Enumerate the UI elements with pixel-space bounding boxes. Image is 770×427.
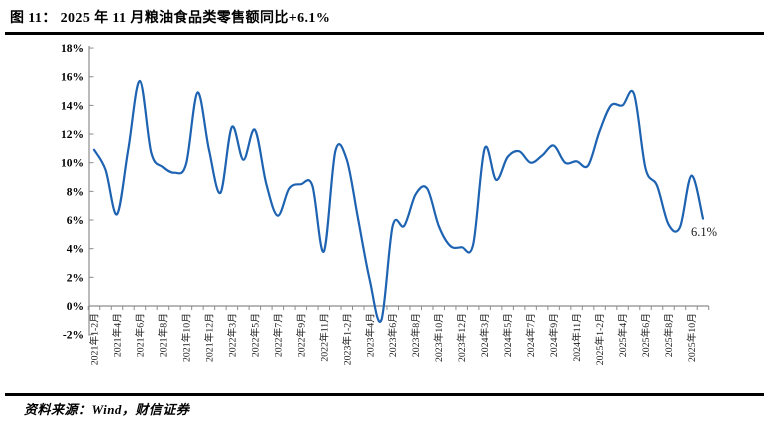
y-tick-label: 18%	[61, 43, 84, 55]
y-tick-label: 0%	[67, 301, 84, 313]
last-value-label: 6.1%	[691, 225, 717, 239]
x-tick-label: 2022年9月	[294, 313, 307, 357]
footer-rule	[5, 393, 764, 396]
series-line	[92, 79, 705, 323]
x-tick-label: 2023年6月	[386, 313, 399, 357]
x-tick-label: 2024年9月	[547, 313, 560, 357]
x-tick-label: 2023年1-2月	[340, 313, 353, 365]
x-tick-label: 2021年12月	[202, 313, 215, 362]
y-tick-label: 12%	[61, 129, 84, 141]
y-tick-label: 8%	[67, 186, 84, 198]
title-rule	[5, 32, 764, 35]
x-tick-label: 2022年7月	[271, 313, 284, 357]
y-tick-label: 6%	[67, 215, 84, 227]
x-tick-label: 2025年10月	[685, 313, 698, 362]
x-tick-label: 2023年10月	[432, 313, 445, 362]
x-tick-label: 2021年6月	[134, 313, 147, 357]
x-tick-label: 2024年11月	[570, 313, 583, 362]
source-note: 资料来源：Wind，财信证券	[24, 402, 190, 417]
x-tick-label: 2021年8月	[156, 313, 169, 357]
x-tick-label: 2023年12月	[455, 313, 468, 362]
x-tick-label: 2025年6月	[639, 313, 652, 357]
x-tick-label: 2025年4月	[616, 313, 629, 357]
y-tick-label: -2%	[63, 330, 84, 342]
x-tick-label: 2025年1-2月	[593, 313, 606, 365]
y-tick-label: 14%	[61, 100, 84, 112]
x-tick-label: 2024年3月	[478, 313, 491, 357]
y-tick-label: 4%	[67, 244, 84, 256]
x-tick-label: 2022年11月	[317, 313, 330, 362]
x-tick-label: 2023年8月	[409, 313, 422, 357]
x-tick-label: 2022年3月	[225, 313, 238, 357]
x-tick-label: 2024年7月	[524, 313, 537, 357]
x-tick-label: 2025年8月	[662, 313, 675, 357]
x-tick-label: 2021年1-2月	[88, 313, 101, 365]
y-tick-label: 10%	[61, 158, 84, 170]
y-tick-label: 16%	[61, 72, 84, 84]
x-tick-label: 2021年4月	[111, 313, 124, 357]
x-tick-label: 2022年5月	[248, 313, 261, 357]
x-tick-label: 2024年5月	[501, 313, 514, 357]
figure-title: 图 11： 2025 年 11 月粮油食品类零售额同比+6.1%	[10, 11, 331, 26]
y-tick-label: 2%	[67, 272, 84, 284]
x-tick-label: 2023年4月	[363, 313, 376, 357]
x-tick-label: 2021年10月	[179, 313, 192, 362]
